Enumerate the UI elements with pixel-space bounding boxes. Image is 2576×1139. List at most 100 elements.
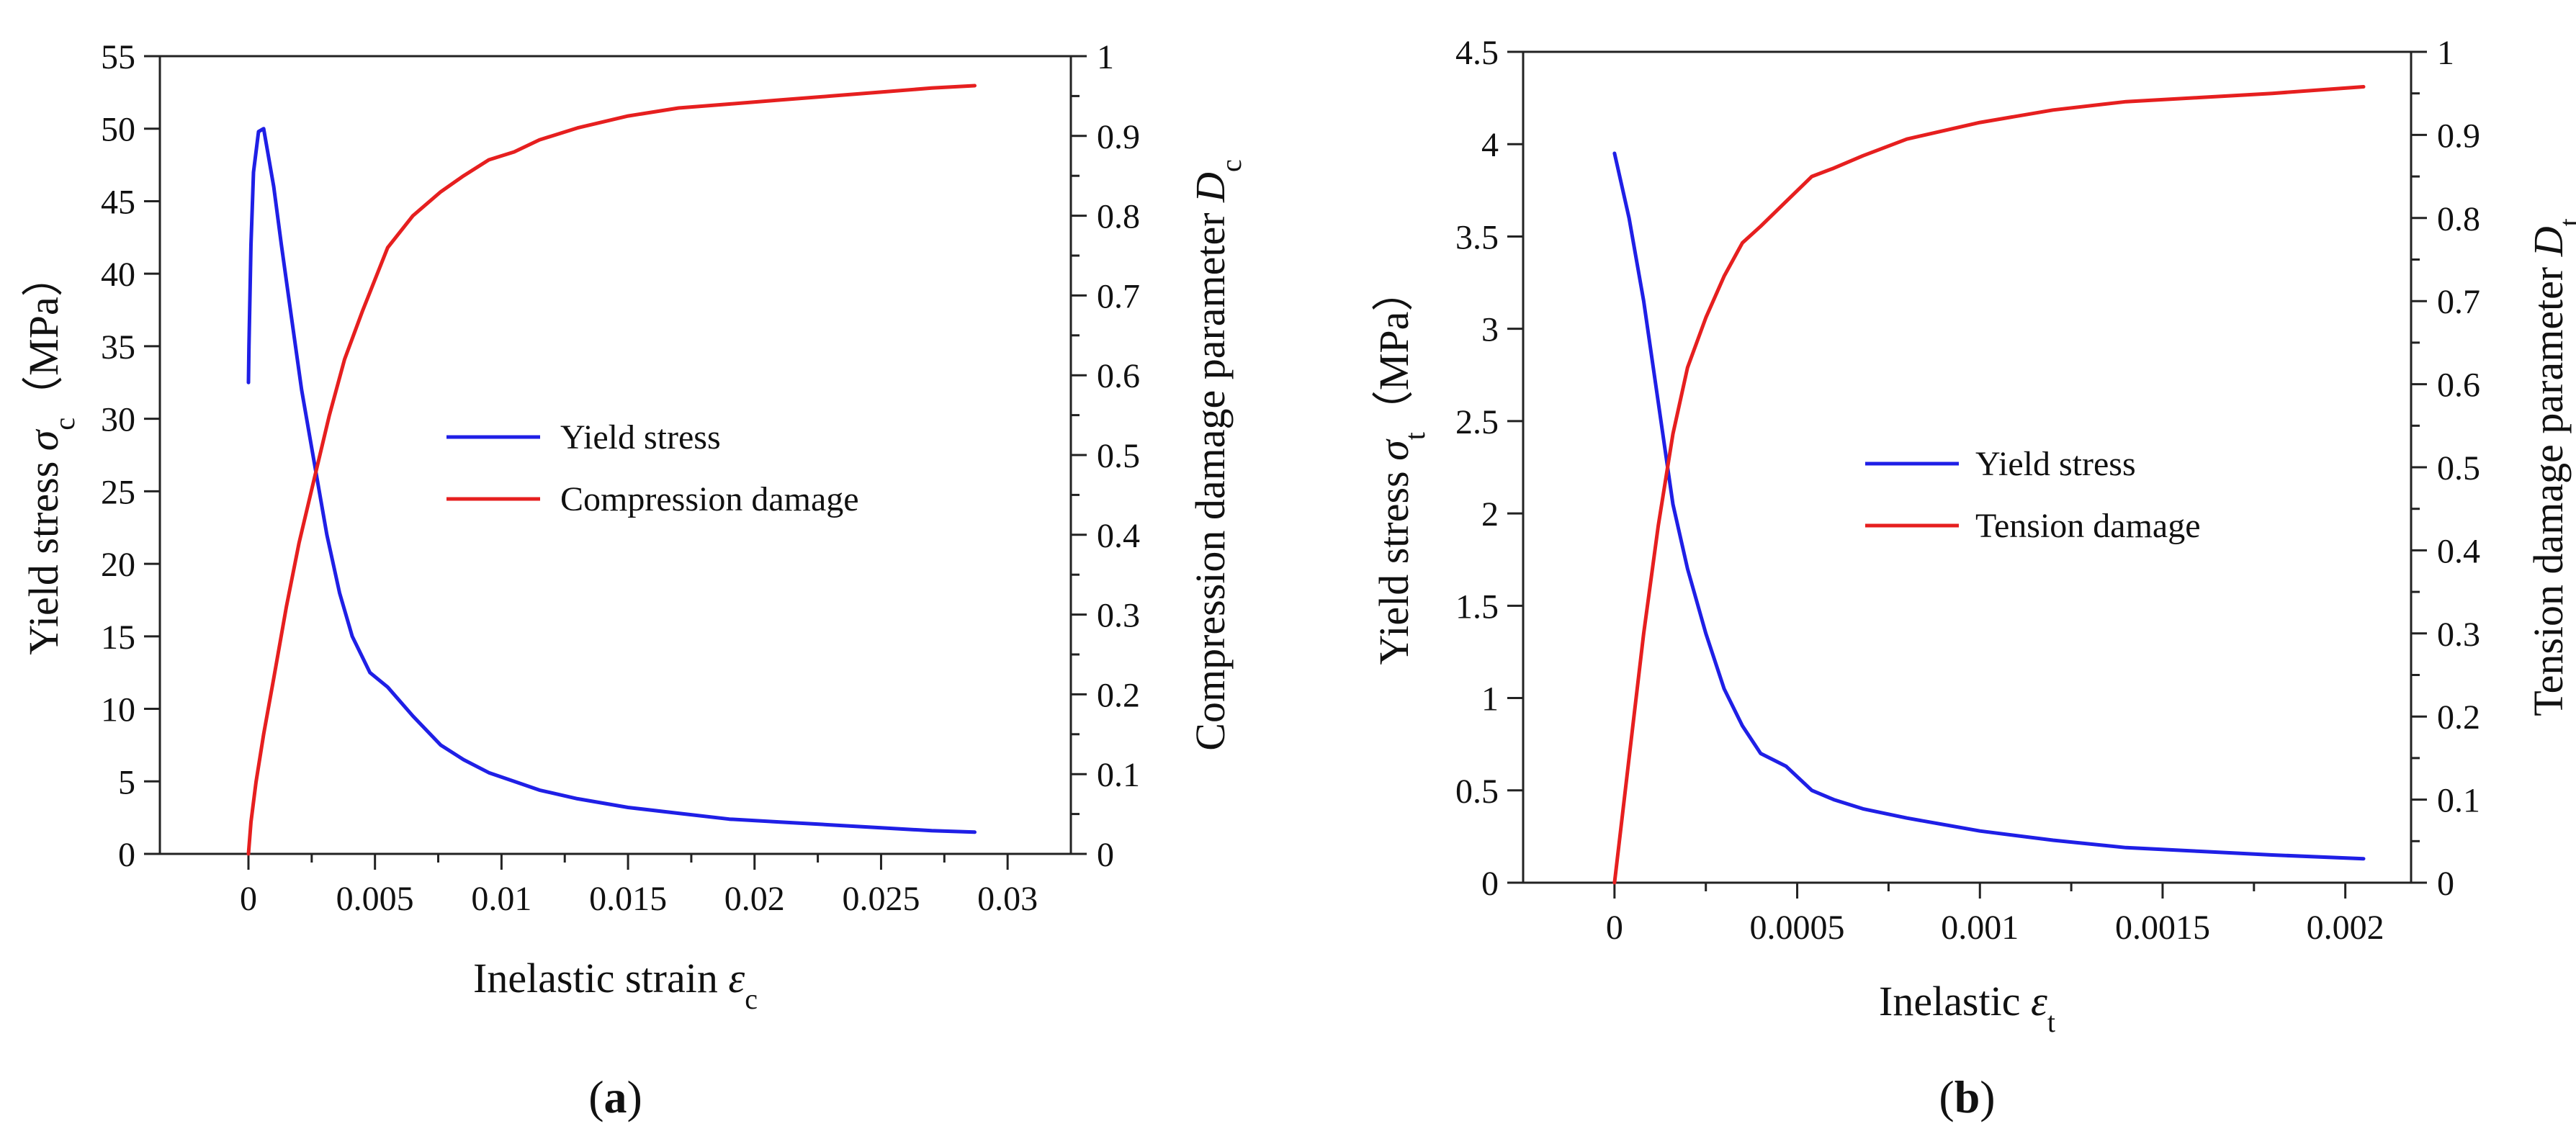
y2-tick-label: 0.2 (1097, 676, 1140, 714)
y-axis-title-symbol: σ (1370, 438, 1417, 461)
y2-tick-label: 0.7 (2437, 283, 2480, 321)
y2-tick-label: 1 (1097, 38, 1114, 76)
x-axis-title: Inelastic strain εc (473, 955, 758, 1015)
x-tick-label: 0.015 (589, 880, 667, 918)
y2-axis-title-symbol: D (1187, 172, 1234, 203)
y2-tick-label: 0.3 (1097, 597, 1140, 635)
y-tick-label: 25 (101, 473, 135, 511)
y-axis-title-prefix: Yield stress (20, 451, 67, 655)
y2-tick-label: 0.6 (2437, 366, 2480, 405)
legend-label: Compression damage (560, 480, 859, 518)
x-tick-label: 0.03 (977, 880, 1038, 918)
panel-label-letter: a (604, 1071, 627, 1122)
y-tick-label: 15 (101, 618, 135, 657)
chart-panel-b: 0 0.0005 0.001 0.0015 0.002 0 0.5 1 1.5 2 2.5 3 3.5 4… (1370, 34, 2576, 1122)
y2-tick-label: 0.3 (2437, 616, 2480, 654)
x-tick-label: 0.01 (471, 880, 531, 918)
y-axis-title-suffix: （MPa） (1370, 270, 1417, 433)
series-line-yield-stress (246, 127, 977, 834)
x-tick-label: 0.001 (1941, 909, 2019, 947)
y2-tick-label: 0.1 (1097, 756, 1140, 794)
x-axis-title: Inelastic εt (1879, 978, 2055, 1038)
y2-tick-label: 0.4 (2437, 532, 2480, 570)
y2-axis-title: Tension damage parameter Dt (2525, 218, 2576, 716)
y-tick-label: 2 (1481, 495, 1499, 534)
y-tick-label: 10 (101, 691, 135, 729)
y-axis-title: Yield stress σt（MPa） (1370, 270, 1431, 665)
x-tick-label: 0.025 (842, 880, 920, 918)
y2-tick-label: 0.7 (1097, 277, 1140, 315)
y-tick-label: 4 (1481, 126, 1499, 164)
x-axis-title-sub: t (2047, 1006, 2055, 1038)
y2-tick-label: 0.5 (2437, 449, 2480, 487)
y2-axis-title-sub: c (1215, 159, 1247, 172)
y-tick-label: 4.5 (1455, 34, 1499, 72)
y2-tick-label: 0.9 (1097, 118, 1140, 156)
x-tick-label: 0.02 (724, 880, 785, 918)
y-tick-label: 20 (101, 546, 135, 584)
y-axis-title-suffix: （MPa） (20, 255, 67, 418)
chart-panel-a: 0 0.005 0.01 0.015 0.02 0.025 0.03051015202530… (20, 38, 1247, 1122)
legend-label: Yield stress (560, 418, 721, 456)
x-tick-label: 0 (240, 880, 257, 918)
series-line-tension-damage (1612, 85, 2366, 885)
y2-tick-label: 0.5 (1097, 437, 1140, 475)
y-axis-title-symbol: σ (20, 428, 67, 451)
y-tick-label: 35 (101, 328, 135, 366)
legend: Yield stress Tension damage (1865, 445, 2201, 545)
panel-label-close: ) (627, 1071, 642, 1122)
legend-label: Yield stress (1975, 445, 2136, 483)
y2-axis-title-prefix: Compression damage parameter (1187, 202, 1234, 751)
x-tick-label: 0.0015 (2115, 909, 2210, 947)
y2-axis-title-sub: t (2553, 218, 2576, 226)
y-axis-title-sub: c (48, 418, 81, 431)
y-tick-label: 0 (118, 836, 135, 874)
legend: Yield stress Compression damage (446, 418, 859, 518)
y2-tick-label: 0.8 (1097, 198, 1140, 236)
panel-label: (a) (588, 1071, 642, 1122)
series-line-compression-damage (246, 84, 977, 856)
y-tick-label: 50 (101, 111, 135, 149)
panel-label: (b) (1939, 1071, 1995, 1122)
y2-tick-label: 0.1 (2437, 782, 2480, 820)
y2-tick-label: 0 (2437, 865, 2454, 903)
x-tick-label: 0.002 (2307, 909, 2384, 947)
y2-axis-title-symbol: D (2525, 226, 2572, 257)
x-axis-title-prefix: Inelastic strain (473, 955, 728, 1001)
y-tick-label: 1 (1481, 680, 1499, 719)
y-tick-label: 2.5 (1455, 403, 1499, 441)
y2-tick-label: 0.8 (2437, 200, 2480, 238)
y2-tick-label: 0 (1097, 836, 1114, 874)
y-axis-title-prefix: Yield stress (1370, 461, 1417, 665)
y-tick-label: 5 (118, 763, 135, 801)
y2-tick-label: 0.2 (2437, 698, 2480, 737)
x-tick-label: 0 (1606, 909, 1623, 947)
y-tick-label: 3 (1481, 311, 1499, 349)
panel-label-open: ( (1939, 1071, 1954, 1122)
panel-label-close: ) (1980, 1071, 1995, 1122)
y-tick-label: 1.5 (1455, 587, 1499, 626)
x-tick-label: 0.005 (336, 880, 414, 918)
x-axis-title-symbol: ε (2031, 978, 2047, 1025)
x-axis-title-symbol: ε (728, 955, 745, 1001)
y2-tick-label: 0.9 (2437, 117, 2480, 155)
panel-label-open: ( (588, 1071, 603, 1122)
y-tick-label: 45 (101, 183, 135, 221)
x-axis-title-sub: c (745, 983, 758, 1015)
y2-tick-label: 0.4 (1097, 517, 1140, 555)
panel-label-letter: b (1955, 1071, 1980, 1122)
y-axis-title: Yield stress σc（MPa） (20, 255, 81, 655)
y2-tick-label: 1 (2437, 34, 2454, 72)
x-tick-label: 0.0005 (1750, 909, 1845, 947)
y2-axis-title: Compression damage parameter Dc (1187, 159, 1247, 750)
legend-label: Tension damage (1975, 507, 2201, 545)
series-line-yield-stress (1612, 151, 2366, 861)
y-tick-label: 0 (1481, 865, 1499, 903)
y-tick-label: 55 (101, 38, 135, 76)
y-tick-label: 3.5 (1455, 218, 1499, 256)
plot-frame (1522, 50, 2413, 884)
y2-tick-label: 0.6 (1097, 357, 1140, 395)
y-tick-label: 30 (101, 401, 135, 439)
x-axis-title-prefix: Inelastic (1879, 978, 2031, 1025)
